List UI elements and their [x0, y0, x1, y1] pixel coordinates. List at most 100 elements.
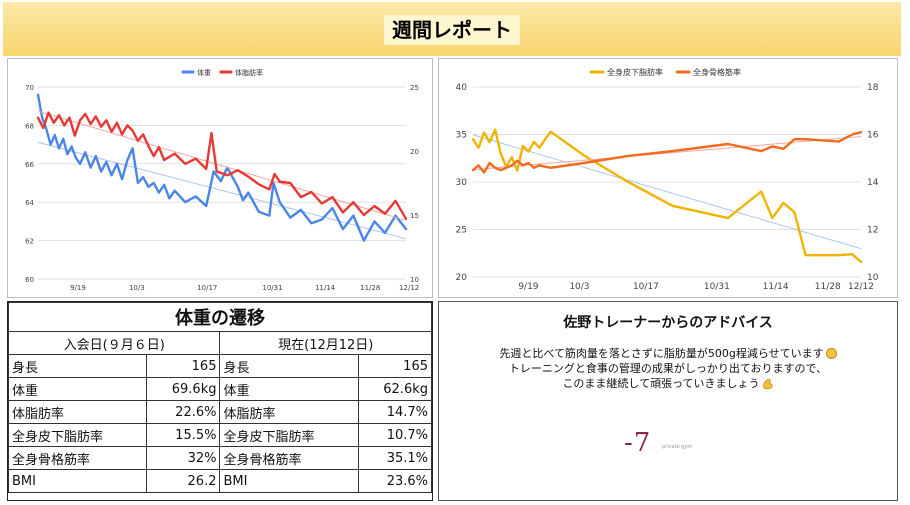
- y-right-tick-label: 15: [410, 212, 419, 220]
- gym-logo: -7 private gym: [624, 428, 704, 458]
- logo-mark: -7: [624, 428, 652, 458]
- row-label-before: 体重: [7, 377, 148, 401]
- row-label-after: 全身皮下脂肪率: [219, 423, 359, 447]
- advice-line: トレーニングと食事の管理の成果がしっかり出ておりますので、: [508, 362, 828, 375]
- weight-transition-table: 体重の遷移 入会日(９月６日) 現在(12月12日) 身長 165 身長 165 体重 6…: [7, 302, 433, 493]
- table-row: 体重 69.6kg 体重 62.6kg: [7, 377, 433, 401]
- trend-line: [472, 136, 862, 171]
- legend-label: 全身皮下脂肪率: [607, 67, 663, 77]
- x-tick-label: 12/12: [848, 282, 874, 292]
- report-title: 週間レポート: [384, 15, 520, 45]
- y-left-tick-label: 60: [25, 276, 34, 284]
- row-label-before: BMI: [7, 469, 148, 493]
- advice-message: 先週と比べて筋肉量を落とさずに脂肪量が500g程減らせています トレーニングと食…: [449, 346, 887, 391]
- table-row: 身長 165 身長 165: [7, 354, 433, 378]
- value-after: 62.6kg: [357, 377, 433, 401]
- y-right-tick-label: 16: [867, 131, 879, 141]
- advice-title: 佐野トレーナーからのアドバイス: [563, 315, 773, 331]
- value-after: 35.1%: [357, 446, 433, 470]
- table-row: BMI 26.2 BMI 23.6%: [7, 469, 433, 493]
- value-before: 26.2: [146, 469, 221, 493]
- y-right-tick-label: 12: [867, 226, 878, 236]
- row-label-before: 身長: [7, 354, 148, 378]
- chart-legend: 全身皮下脂肪率 全身骨格筋率: [589, 67, 741, 77]
- series-line: [471, 130, 863, 174]
- y-left-tick-label: 68: [25, 122, 34, 130]
- y-right-tick-label: 14: [867, 178, 879, 188]
- chart-legend: 体重 体脂肪率: [181, 68, 263, 77]
- weight-transition-table-panel: 体重の遷移 入会日(９月６日) 現在(12月12日) 身長 165 身長 165 体重 6…: [7, 301, 433, 501]
- report-header: 週間レポート: [3, 2, 901, 56]
- row-label-before: 体脂肪率: [7, 400, 148, 424]
- value-before: 15.5%: [146, 423, 221, 447]
- x-tick-label: 12/12: [399, 284, 419, 292]
- table-header-join-date: 入会日(９月６日): [7, 331, 221, 355]
- value-before: 69.6kg: [146, 377, 221, 401]
- value-after: 14.7%: [357, 400, 433, 424]
- value-before: 22.6%: [146, 400, 221, 424]
- y-left-tick-label: 20: [456, 273, 468, 283]
- y-right-tick-label: 18: [867, 83, 879, 93]
- x-tick-label: 11/28: [815, 282, 841, 292]
- row-label-before: 全身皮下脂肪率: [7, 423, 148, 447]
- y-left-tick-label: 70: [25, 84, 34, 92]
- table-header-current-date: 現在(12月12日): [219, 331, 432, 355]
- y-right-tick-label: 20: [410, 148, 419, 156]
- row-label-after: BMI: [219, 469, 359, 493]
- weight-bodyfat-chart: 60 62 64 66 68 70 10 15 20 25 9/19 10/3 10/17 10/31 11…: [25, 68, 419, 292]
- fat-muscle-chart-panel: 20 25 30 35 40 10 12 14 16 18 9/19 10/3 10/17 10/31 11…: [438, 58, 898, 298]
- logo-subtext: private gym: [662, 444, 693, 450]
- smile-icon: [825, 348, 837, 359]
- x-tick-label: 9/19: [70, 284, 86, 292]
- legend-label: 体重: [197, 68, 211, 77]
- table-title: 体重の遷移: [8, 302, 432, 332]
- x-tick-label: 10/3: [569, 282, 589, 292]
- row-label-after: 全身骨格筋率: [219, 446, 359, 470]
- trend-line: [37, 110, 407, 221]
- advice-line: このまま継続して頑張っていきましょう: [449, 376, 887, 391]
- y-left-tick-label: 35: [456, 131, 467, 141]
- table-row: 全身皮下脂肪率 15.5% 全身皮下脂肪率 10.7%: [7, 423, 433, 447]
- series-line: [36, 111, 408, 220]
- table-row: 体脂肪率 22.6% 体脂肪率 14.7%: [7, 400, 433, 424]
- value-before: 32%: [146, 446, 221, 470]
- y-left-tick-label: 40: [456, 83, 468, 93]
- row-label-after: 体脂肪率: [219, 400, 359, 424]
- x-tick-label: 10/17: [633, 282, 659, 292]
- y-left-tick-label: 66: [25, 161, 34, 169]
- value-after: 10.7%: [357, 423, 433, 447]
- row-label-after: 身長: [219, 354, 359, 378]
- flexed-arm-icon: [762, 378, 773, 389]
- y-right-tick-label: 10: [867, 273, 879, 283]
- legend-label: 全身骨格筋率: [693, 67, 741, 77]
- series-line: [36, 93, 408, 242]
- row-label-before: 全身骨格筋率: [7, 446, 148, 470]
- series-line: [471, 128, 863, 263]
- x-tick-label: 11/14: [315, 284, 336, 292]
- y-left-tick-label: 25: [456, 226, 467, 236]
- trainer-advice-panel: 佐野トレーナーからのアドバイス 先週と比べて筋肉量を落とさずに脂肪量が500g程…: [438, 301, 898, 501]
- y-left-tick-label: 62: [25, 238, 34, 246]
- value-after: 23.6%: [357, 469, 433, 493]
- advice-line: 先週と比べて筋肉量を落とさずに脂肪量が500g程減らせています: [449, 346, 887, 361]
- value-after: 165: [357, 354, 433, 378]
- y-right-tick-label: 25: [410, 84, 419, 92]
- value-before: 165: [146, 354, 221, 378]
- x-tick-label: 9/19: [518, 282, 538, 292]
- legend-label: 体脂肪率: [235, 68, 263, 77]
- table-row: 全身骨格筋率 32% 全身骨格筋率 35.1%: [7, 446, 433, 470]
- x-tick-label: 11/14: [763, 282, 789, 292]
- x-tick-label: 10/17: [197, 284, 217, 292]
- x-tick-label: 10/31: [262, 284, 282, 292]
- y-right-tick-label: 10: [410, 276, 419, 284]
- trend-line: [472, 134, 862, 250]
- row-label-after: 体重: [219, 377, 359, 401]
- subcutaneous-fat-muscle-chart: 20 25 30 35 40 10 12 14 16 18 9/19 10/3 10/17 10/31 11…: [456, 67, 879, 292]
- x-tick-label: 10/3: [129, 284, 145, 292]
- weight-chart-panel: 60 62 64 66 68 70 10 15 20 25 9/19 10/3 10/17 10/31 11…: [7, 58, 433, 298]
- y-left-tick-label: 64: [25, 199, 34, 207]
- x-tick-label: 11/28: [360, 284, 380, 292]
- y-left-tick-label: 30: [456, 178, 468, 188]
- x-tick-label: 10/31: [704, 282, 730, 292]
- trend-line: [37, 141, 407, 240]
